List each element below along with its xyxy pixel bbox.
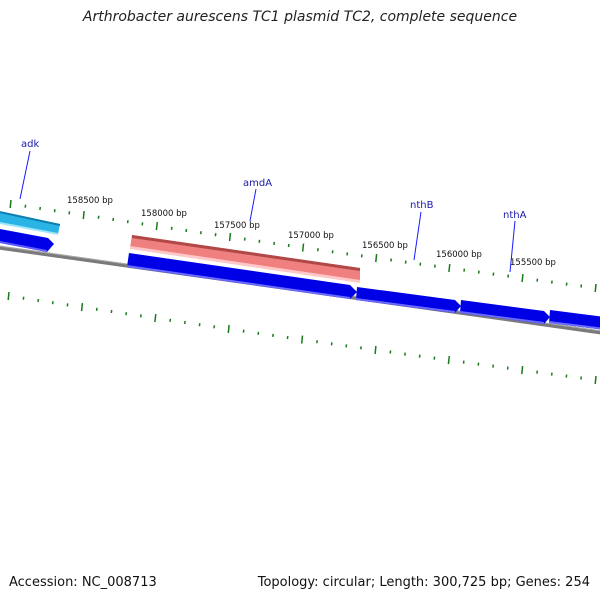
tick-label-158500: 158500 bp (67, 196, 113, 206)
gene-forward-1[interactable] (0, 228, 54, 252)
inner-major-tick (374, 345, 377, 355)
outer-tick-ring (9, 199, 597, 293)
inner-tick-ring (7, 291, 597, 385)
tick-label-158000: 158000 bp (141, 209, 187, 219)
outer-major-tick (9, 199, 12, 209)
outer-minor-tick (97, 215, 100, 219)
outer-major-tick (594, 283, 597, 293)
inner-major-tick (300, 335, 304, 344)
gene-nthB[interactable] (356, 287, 461, 313)
inner-major-tick (154, 314, 157, 323)
gene-amdA[interactable] (130, 235, 360, 283)
accession-text: Accession: NC_008713 (9, 575, 157, 590)
outer-major-tick (155, 222, 159, 231)
inner-major-tick (227, 324, 230, 334)
tick-label-155500: 155500 bp (510, 258, 556, 268)
gene-label-nthA: nthA (503, 210, 527, 221)
label-line-adk (19, 150, 31, 200)
gene-forward-3[interactable] (549, 310, 600, 330)
label-line-amdA (249, 188, 257, 222)
label-line-nthA (509, 220, 516, 273)
inner-major-tick (447, 356, 451, 365)
gene-label-adk: adk (21, 139, 39, 150)
map-title: Arthrobacter aurescens TC1 plasmid TC2, … (82, 9, 518, 25)
gene-forward-2[interactable] (127, 253, 357, 299)
gene-label-amdA: amdA (243, 178, 272, 189)
outer-major-tick (448, 264, 451, 273)
gene-adk[interactable] (0, 210, 60, 235)
tick-label-157000: 157000 bp (288, 231, 334, 241)
gene-label-nthB: nthB (410, 200, 434, 211)
inner-major-tick (594, 375, 597, 385)
inner-major-tick (80, 303, 84, 312)
outer-major-tick (82, 211, 85, 220)
outer-major-tick (301, 243, 305, 252)
gene-nthA[interactable] (460, 300, 550, 324)
outer-major-tick (228, 232, 232, 242)
tick-label-156000: 156000 bp (436, 250, 482, 260)
inner-major-tick (521, 366, 524, 375)
label-line-nthB (413, 211, 422, 261)
tick-label-157500: 157500 bp (214, 221, 260, 231)
inner-major-tick (7, 291, 10, 301)
tick-label-156500: 156500 bp (362, 241, 408, 251)
outer-minor-tick (214, 233, 217, 237)
outer-major-tick (375, 253, 378, 263)
outer-major-tick (521, 274, 524, 283)
sequence-summary: Topology: circular; Length: 300,725 bp; … (257, 575, 590, 590)
